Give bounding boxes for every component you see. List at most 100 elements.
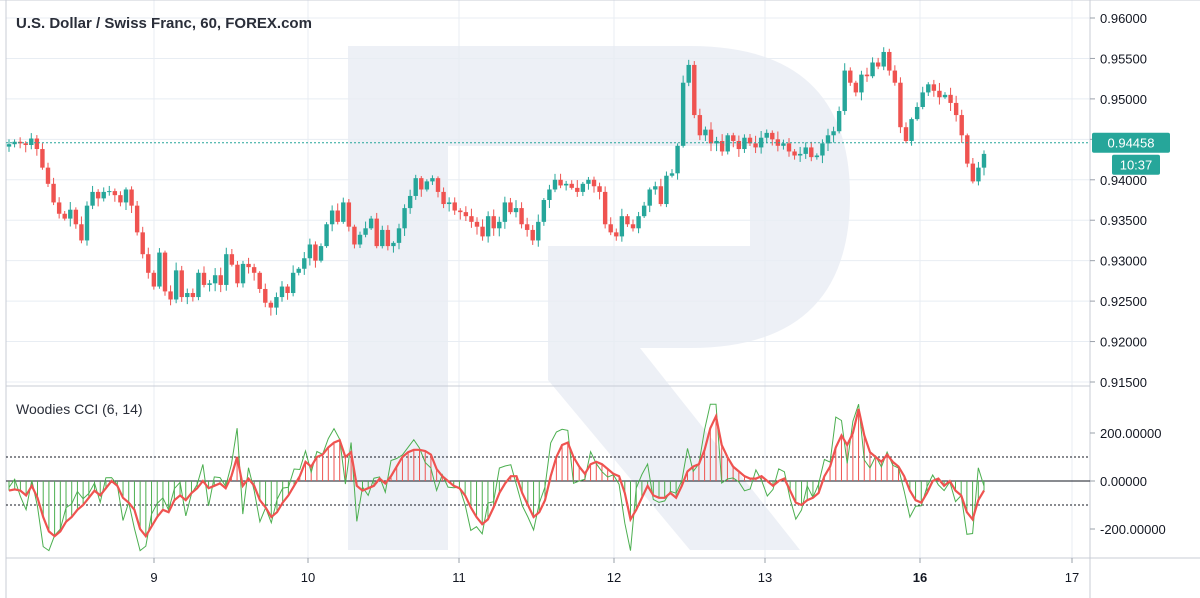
candle-body <box>17 141 23 144</box>
price-tick-label: 0.95500 <box>1100 51 1147 66</box>
candle <box>552 173 558 193</box>
candle-body <box>357 234 363 245</box>
candle <box>519 202 524 229</box>
candle-body <box>363 228 368 235</box>
candle-body <box>463 212 469 217</box>
candle <box>235 260 240 288</box>
candle-body <box>196 272 201 298</box>
candle-body <box>714 140 719 144</box>
candle <box>970 157 976 184</box>
candle-body <box>318 246 324 261</box>
candle <box>17 137 23 149</box>
candle <box>140 226 145 259</box>
candle-body <box>458 210 463 213</box>
candle-body <box>173 270 179 300</box>
candle <box>942 92 948 99</box>
candle <box>658 178 664 207</box>
candle-body <box>848 70 853 83</box>
time-tick-label: 17 <box>1065 570 1079 585</box>
candle <box>536 214 541 247</box>
candle <box>279 281 285 302</box>
candle-body <box>34 138 40 150</box>
candle <box>335 203 340 225</box>
candle-body <box>842 70 847 112</box>
time-tick-label: 9 <box>150 570 157 585</box>
candle <box>474 217 480 235</box>
candle-body <box>903 127 909 141</box>
candle <box>903 122 909 144</box>
candle <box>909 117 914 146</box>
indicator-tick-label: -200.00000 <box>1100 522 1166 537</box>
candle <box>162 250 168 296</box>
candle-body <box>296 268 301 273</box>
candle-body <box>79 224 84 241</box>
price-tick-label: 0.92000 <box>1100 335 1147 350</box>
candle-body <box>664 175 669 205</box>
candle <box>240 260 246 288</box>
candle <box>541 198 547 226</box>
indicator-pane <box>6 403 1090 552</box>
candle-body <box>547 189 552 200</box>
candle-body <box>558 179 563 186</box>
candle-body <box>758 137 764 148</box>
candle <box>563 180 569 191</box>
candle-body <box>285 286 290 294</box>
candle-body <box>764 132 769 138</box>
candle-body <box>396 228 402 243</box>
candle <box>664 171 669 208</box>
candle <box>157 248 162 289</box>
candle <box>647 187 652 213</box>
candle-body <box>820 143 825 156</box>
candle-body <box>653 186 658 190</box>
candle <box>73 207 79 229</box>
candle-body <box>391 242 396 247</box>
candle <box>569 180 574 190</box>
candle-body <box>491 216 496 229</box>
candle-body <box>29 138 34 145</box>
candle-body <box>246 263 251 268</box>
candle-body <box>920 92 925 107</box>
candle-body <box>352 226 357 245</box>
candle-body <box>809 147 814 158</box>
candle <box>179 265 184 302</box>
candle-body <box>212 275 218 284</box>
candle-body <box>926 84 931 93</box>
candle <box>112 188 118 202</box>
candle <box>981 150 987 176</box>
candle <box>480 219 485 241</box>
candle <box>775 131 781 152</box>
candle <box>692 61 697 119</box>
candle-body <box>73 209 79 225</box>
candle <box>859 70 864 101</box>
candle <box>641 201 647 218</box>
candle <box>786 138 792 157</box>
candle-body <box>859 74 864 93</box>
candle-body <box>56 202 62 214</box>
candle <box>229 248 235 267</box>
price-tick-label: 0.93000 <box>1100 254 1147 269</box>
candle <box>430 175 435 185</box>
watermark-logo <box>348 46 850 550</box>
candle-body <box>368 218 374 229</box>
candle-body <box>251 267 257 273</box>
candle-body <box>569 183 574 188</box>
candle <box>892 65 898 86</box>
candle <box>825 128 831 151</box>
candle <box>926 82 931 97</box>
candle-body <box>797 153 803 156</box>
candle-body <box>597 186 602 192</box>
candle <box>346 198 352 232</box>
candle <box>485 211 491 243</box>
cci-main-line <box>8 408 985 539</box>
candle-body <box>586 179 591 184</box>
candle-body <box>887 51 892 71</box>
candle <box>452 197 457 215</box>
candle <box>669 169 675 178</box>
candle <box>953 95 959 122</box>
candle-body <box>942 94 948 98</box>
candle <box>380 225 385 249</box>
candle <box>446 197 452 212</box>
candle-body <box>937 90 942 98</box>
